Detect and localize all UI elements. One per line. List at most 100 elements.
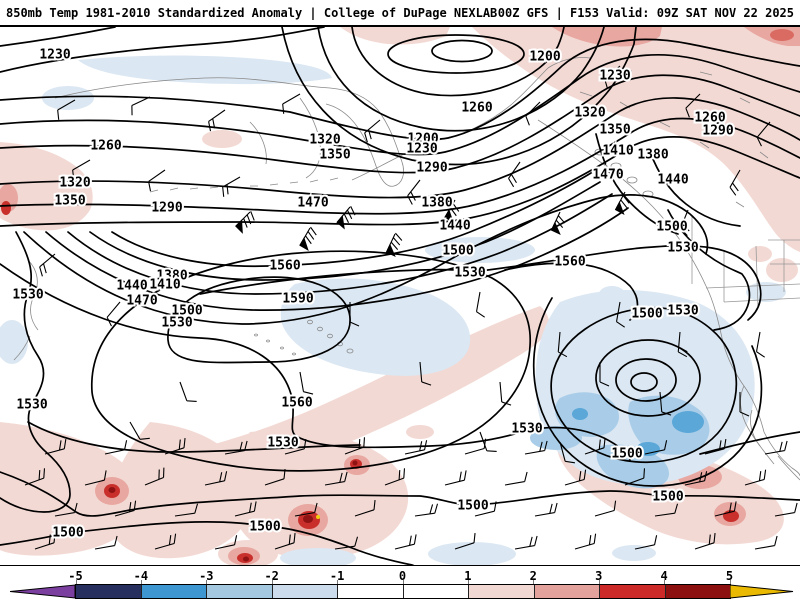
wind-barb [57, 99, 76, 120]
contour-label: 1350 [54, 194, 85, 209]
colorbar-segment [468, 585, 534, 598]
colorbar-tick: 0 [398, 569, 407, 583]
wind-barb [599, 362, 610, 387]
wind-barb [744, 469, 767, 486]
contour-label: 1500 [457, 499, 488, 514]
wind-barb [475, 291, 486, 318]
contour-label: 1470 [592, 168, 623, 183]
wind-barb [284, 439, 307, 455]
contour-label: 1260 [461, 101, 492, 116]
wind-barb [679, 209, 690, 237]
wind-barb [72, 159, 91, 180]
contour-label: 1440 [439, 219, 470, 234]
coastlines [13, 57, 800, 481]
wind-barb [282, 93, 301, 114]
wind-barb [299, 226, 317, 252]
colorbar-tick: 5 [725, 569, 734, 583]
colorbar-tick: -2 [264, 569, 279, 583]
wind-barb [574, 533, 597, 550]
wind-barb [174, 503, 199, 517]
wind-barb [604, 65, 621, 89]
wind-barb [222, 176, 241, 197]
contour-label: 1350 [319, 148, 350, 163]
colorbar-tick: 1 [464, 569, 472, 583]
wind-barb [144, 467, 165, 486]
colorbar-tick: 3 [595, 569, 603, 583]
colorbar-tick: -5 [68, 569, 83, 583]
wind-barb [84, 470, 107, 486]
contour-label: 1320 [309, 133, 340, 148]
wind-barb [508, 161, 521, 188]
contour-label: 1320 [574, 106, 605, 121]
wind-barb [394, 534, 417, 550]
wind-barb [714, 501, 737, 517]
wind-barb [419, 361, 432, 386]
wind-barb [179, 381, 197, 403]
contour-label: 1260 [694, 111, 725, 126]
wind-barb [299, 371, 314, 395]
colorbar-tickmark [533, 580, 535, 584]
colorbar-segment [402, 585, 468, 598]
contour-label: 1200 [407, 132, 438, 147]
contour-label: 1500 [652, 490, 683, 505]
wind-barb [24, 468, 46, 486]
wind-barb [504, 471, 528, 486]
wind-barb [294, 502, 318, 517]
wind-barb [564, 469, 587, 486]
wind-barb [550, 211, 566, 236]
wind-barb [756, 121, 771, 147]
wind-barb [514, 535, 538, 550]
wind-barb [694, 532, 716, 550]
colorbar-segment [337, 585, 403, 598]
wind-barb [479, 431, 497, 453]
colorbar-tickmark [664, 580, 666, 584]
wind-barb [677, 331, 688, 358]
wind-barb [384, 468, 406, 486]
wind-barb [659, 391, 672, 416]
wind-barb [354, 499, 376, 517]
contour-label: 1380 [421, 196, 452, 211]
contour-label: 1500 [171, 304, 202, 319]
colorbar-segment [533, 585, 599, 598]
wind-barb [525, 101, 541, 126]
contour-label: 1530 [667, 241, 698, 256]
contour-label: 1290 [702, 124, 733, 139]
wind-barb [364, 119, 381, 143]
wind-barb [106, 301, 121, 327]
contour-label: 1470 [297, 196, 328, 211]
colorbar-tick: 4 [660, 569, 668, 583]
contour-label: 1290 [416, 161, 447, 176]
colorbar-segment [76, 585, 141, 598]
wind-barb [407, 179, 421, 205]
wind-barb [444, 470, 467, 486]
colorbar-tickmark [206, 580, 208, 584]
height-contours [0, 27, 800, 565]
contour-label: 1500 [631, 307, 662, 322]
map-title: 850mb Temp 1981-2010 Standardized Anomal… [6, 5, 498, 20]
wind-barb [764, 440, 788, 455]
wind-barb [739, 392, 750, 417]
contour-label: 1500 [249, 520, 280, 535]
wind-barb [584, 437, 606, 455]
contour-label: 1230 [599, 69, 630, 84]
contour-label: 1530 [12, 288, 43, 303]
wind-barb [334, 536, 359, 550]
wind-barb [644, 440, 668, 455]
contour-label: 1500 [52, 526, 83, 541]
wind-barb [148, 169, 166, 192]
colorbar-tickmark [402, 580, 404, 584]
wind-barb [274, 532, 296, 550]
contour-label: 1560 [269, 259, 300, 274]
wind-barb [534, 502, 558, 517]
wind-barb [624, 468, 646, 486]
wind-barb [524, 440, 548, 455]
wind-barb [404, 440, 428, 455]
contour-label: 1380 [637, 148, 668, 163]
colorbar-tickmark [271, 580, 273, 584]
contour-label: 1530 [511, 422, 542, 437]
colorbar-tickmark [140, 580, 142, 584]
contour-label: 1590 [282, 292, 313, 307]
